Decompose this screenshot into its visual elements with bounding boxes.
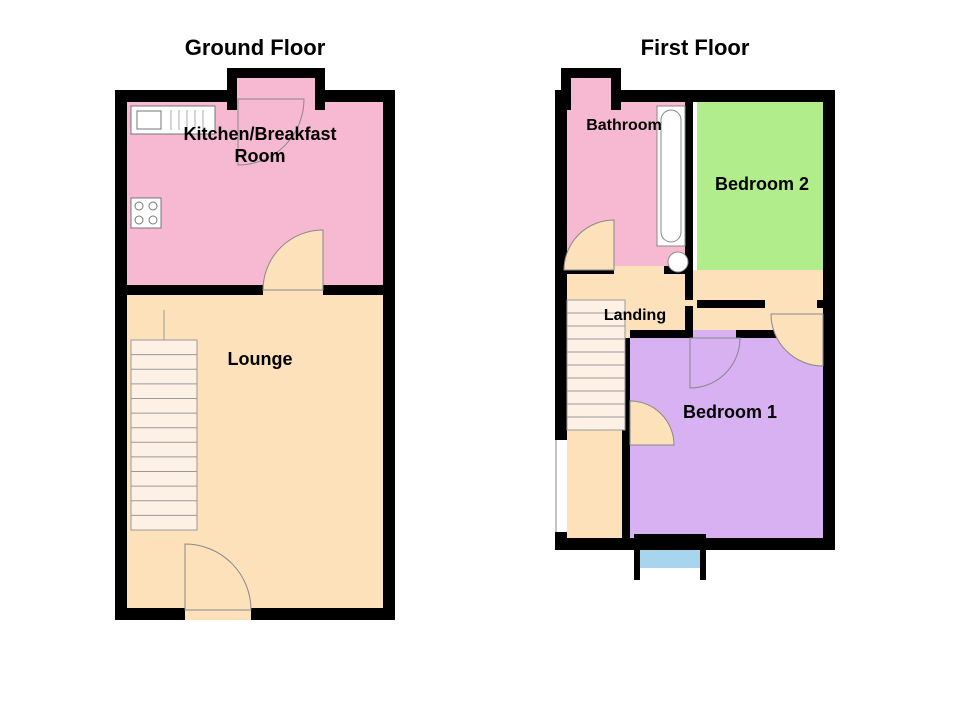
basin-icon bbox=[668, 252, 688, 272]
stairs-ground bbox=[131, 310, 197, 530]
label-bedroom2: Bedroom 2 bbox=[715, 174, 809, 194]
label-bathroom: Bathroom bbox=[586, 117, 662, 134]
label-kitchen: Kitchen/Breakfast bbox=[183, 124, 336, 144]
svg-text:Room: Room bbox=[235, 146, 286, 166]
label-bedroom1: Bedroom 1 bbox=[683, 402, 777, 422]
label-lounge: Lounge bbox=[228, 349, 293, 369]
hob-icon bbox=[131, 198, 161, 228]
title-ground-floor: Ground Floor bbox=[185, 35, 326, 60]
title-first-floor: First Floor bbox=[641, 35, 750, 60]
label-landing: Landing bbox=[604, 307, 666, 324]
